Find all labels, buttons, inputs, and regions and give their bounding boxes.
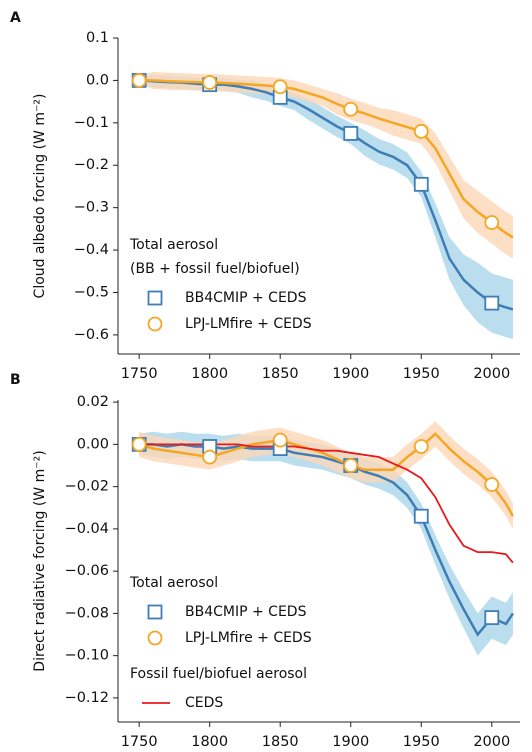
marker (484, 215, 500, 230)
legend-marker (147, 604, 163, 620)
panel-label: A (10, 10, 21, 26)
y-tick-label: −0.4 (74, 242, 109, 258)
legend-label: BB4CMIP + CEDS (185, 604, 307, 620)
marker (343, 101, 359, 117)
uncertainty-band (139, 71, 513, 259)
x-tick-label: 1850 (262, 734, 299, 750)
marker (413, 123, 429, 139)
y-tick-label: −0.02 (65, 479, 109, 495)
marker (413, 439, 429, 454)
y-tick-label: −0.06 (65, 563, 109, 579)
legend-title: Total aerosol (129, 237, 218, 253)
legend-marker (147, 630, 163, 646)
marker (272, 79, 288, 95)
x-tick-label: 1800 (191, 734, 228, 750)
marker (413, 508, 429, 524)
legend-label: CEDS (185, 695, 223, 711)
y-tick-label: −0.2 (74, 157, 109, 173)
uncertainty-band (139, 74, 513, 340)
legend-marker (147, 316, 163, 332)
y-tick-label: 0.02 (77, 394, 109, 410)
x-tick-label: 1950 (403, 734, 440, 750)
y-tick-label: −0.5 (74, 284, 109, 300)
legend-label: BB4CMIP + CEDS (185, 290, 307, 306)
y-tick-label: −0.04 (65, 521, 109, 537)
marker (272, 432, 288, 448)
legend-label: LPJ-LMfire + CEDS (185, 316, 312, 332)
marker (484, 477, 500, 492)
marker (343, 458, 359, 473)
marker (131, 73, 147, 88)
x-tick-label: 2000 (473, 734, 510, 750)
y-tick-label: −0.12 (65, 690, 109, 706)
legend-title: Total aerosol (129, 575, 218, 591)
y-tick-label: 0.1 (86, 30, 109, 46)
marker (202, 449, 218, 465)
panel-label: B (10, 372, 21, 388)
marker (484, 610, 500, 626)
x-tick-label: 1900 (332, 734, 369, 750)
marker (131, 436, 147, 452)
x-tick-label: 1950 (403, 366, 440, 382)
y-tick-label: −0.1 (74, 115, 109, 131)
y-axis-label: Cloud albedo forcing (W m⁻²) (32, 94, 48, 299)
legend-title: Fossil fuel/biofuel aerosol (130, 666, 307, 682)
y-tick-label: −0.3 (74, 200, 109, 216)
x-tick-label: 1750 (121, 734, 158, 750)
y-tick-label: 0.00 (77, 436, 109, 452)
x-tick-label: 1800 (191, 366, 228, 382)
legend-marker (147, 290, 163, 306)
marker (484, 295, 500, 311)
y-axis-label: Direct radiative forcing (W m⁻²) (32, 450, 48, 671)
legend-label: LPJ-LMfire + CEDS (185, 630, 312, 646)
y-tick-label: 0.0 (86, 72, 109, 88)
marker (202, 75, 218, 90)
x-tick-label: 1850 (262, 366, 299, 382)
marker (343, 126, 359, 141)
y-tick-label: −0.6 (74, 327, 109, 343)
x-tick-label: 1900 (332, 366, 369, 382)
x-tick-label: 2000 (473, 366, 510, 382)
y-tick-label: −0.08 (65, 605, 109, 621)
y-tick-label: −0.10 (65, 648, 109, 664)
legend-title: (BB + fossil fuel/biofuel) (130, 261, 300, 277)
marker (413, 176, 429, 192)
x-tick-label: 1750 (121, 366, 158, 382)
